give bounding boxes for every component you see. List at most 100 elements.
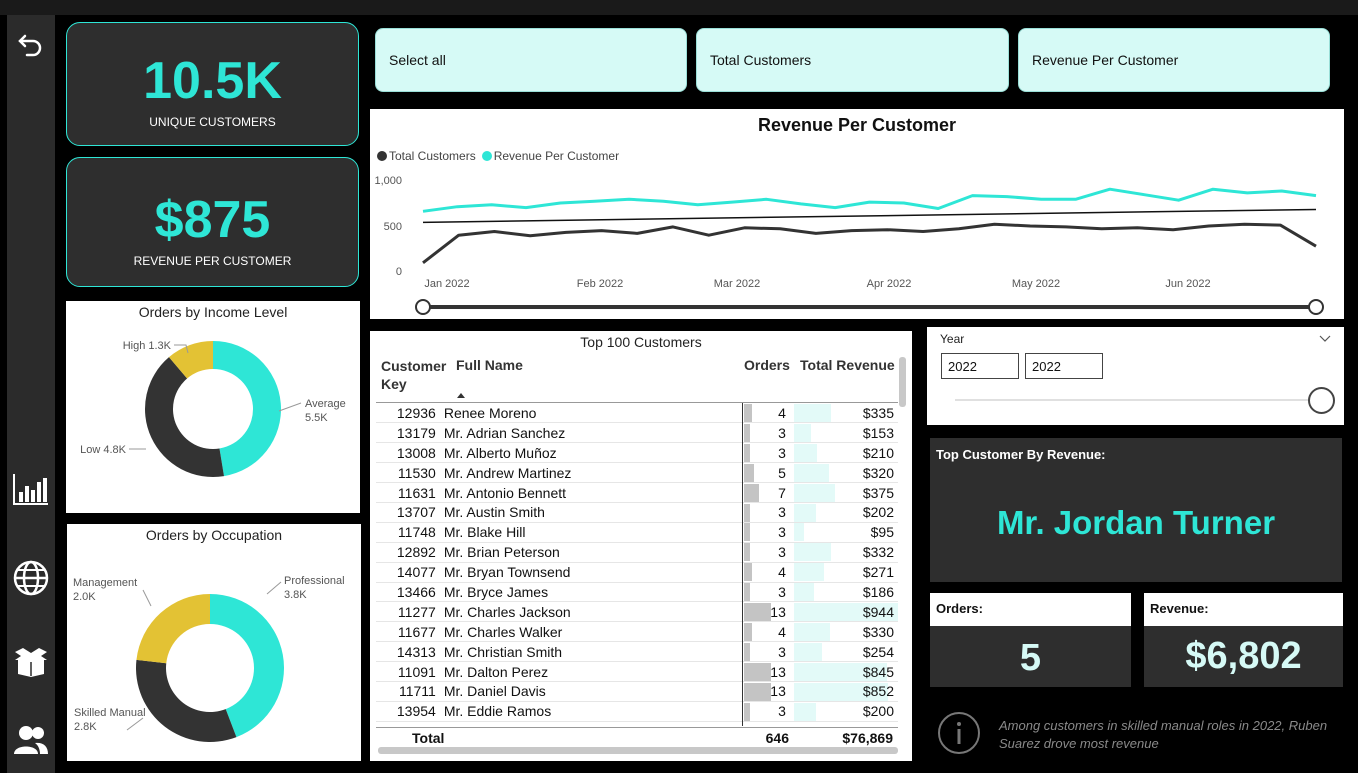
cell-full-name: Renee Moreno: [443, 404, 537, 421]
table-row[interactable]: 11091 Mr. Dalton Perez 13 $845: [376, 662, 898, 682]
total-customers-button[interactable]: Total Customers: [696, 28, 1009, 92]
donut-slice-average[interactable]: [213, 341, 281, 477]
orders-card-label: Orders:: [930, 593, 1131, 626]
table-row[interactable]: 14077 Mr. Bryan Townsend 4 $271: [376, 562, 898, 583]
year-slider-handle[interactable]: [1308, 387, 1335, 414]
total-revenue: $76,869: [842, 730, 893, 746]
top-customer-name: Mr. Jordan Turner: [996, 504, 1276, 541]
cell-customer-key: 14077: [396, 564, 436, 581]
cell-customer-key: 12936: [396, 404, 436, 421]
table-row[interactable]: 11677 Mr. Charles Walker 4 $330: [376, 622, 898, 642]
table-row[interactable]: 11530 Mr. Andrew Martinez 5 $320: [376, 463, 898, 483]
year-to-input[interactable]: 2022: [1025, 353, 1103, 379]
table-horizontal-scrollbar[interactable]: [378, 747, 898, 754]
top-customer-card: Top Customer By Revenue: Mr. Jordan Turn…: [930, 438, 1342, 582]
table-row[interactable]: 11631 Mr. Antonio Bennett 7 $375: [376, 483, 898, 503]
year-from-input[interactable]: 2022: [941, 353, 1019, 379]
year-slider-track[interactable]: [955, 399, 1323, 401]
total-customers-line[interactable]: [422, 222, 1317, 264]
cell-total-revenue: $335: [862, 404, 894, 421]
cell-total-revenue: $271: [862, 564, 894, 581]
cell-full-name: Mr. Charles Walker: [443, 623, 563, 640]
revenue-line-chart: Revenue Per Customer Total Customers Rev…: [370, 109, 1344, 319]
donut-data-label: Skilled Manual: [74, 707, 146, 719]
orders-data-bar: [744, 503, 751, 522]
header-total-revenue[interactable]: Total Revenue: [800, 357, 895, 373]
date-range-slider-end-handle[interactable]: [1308, 299, 1324, 315]
donut-data-label: High 1.3K: [123, 340, 172, 352]
cell-full-name: Mr. Bryan Townsend: [443, 564, 571, 581]
cell-customer-key: 11748: [397, 524, 436, 541]
revenue-per-customer-line[interactable]: [422, 187, 1317, 213]
sort-ascending-icon[interactable]: [457, 393, 465, 398]
donut-slice-management[interactable]: [136, 594, 210, 664]
table-row[interactable]: 13466 Mr. Bryce James 3 $186: [376, 582, 898, 602]
revenue-data-bar: [794, 682, 888, 701]
table-row[interactable]: 13008 Mr. Alberto Muñoz 3 $210: [376, 443, 898, 463]
cell-customer-key: 13008: [396, 444, 436, 461]
table-body[interactable]: 12936 Renee Moreno 4 $335 13179 Mr. Adrian Sa…: [376, 403, 898, 726]
occupation-chart-title: Orders by Occupation: [145, 527, 283, 543]
cell-total-revenue: $95: [870, 524, 894, 541]
cell-full-name: Mr. Brian Peterson: [443, 544, 560, 561]
cell-full-name: Mr. Daniel Davis: [443, 683, 546, 700]
table-row[interactable]: 13707 Mr. Austin Smith 3 $202: [376, 502, 898, 523]
date-range-slider-start-handle[interactable]: [415, 299, 431, 315]
cell-total-revenue: $944: [862, 603, 894, 620]
table-vertical-scrollbar[interactable]: [899, 357, 906, 407]
header-full-name[interactable]: Full Name: [456, 357, 523, 373]
donut-leader-line: [278, 402, 302, 412]
cell-customer-key: 13954: [396, 703, 436, 720]
cell-customer-key: 11091: [397, 663, 436, 680]
select-all-button[interactable]: Select all: [375, 28, 687, 92]
bar-chart-icon[interactable]: [11, 469, 51, 509]
people-icon[interactable]: [11, 720, 51, 760]
revenue-data-bar: [794, 662, 888, 681]
cell-orders: 3: [778, 703, 786, 720]
revenue-data-bar: [794, 543, 831, 562]
orders-data-bar: [744, 563, 753, 582]
cell-full-name: Mr. Andrew Martinez: [443, 464, 572, 481]
header-orders[interactable]: Orders: [744, 357, 790, 373]
revenue-per-customer-button[interactable]: Revenue Per Customer: [1018, 28, 1330, 92]
globe-icon[interactable]: [11, 558, 51, 598]
cell-orders: 4: [778, 404, 786, 421]
cell-customer-key: 13707: [396, 504, 436, 521]
cell-customer-key: 11677: [397, 623, 436, 640]
box-icon[interactable]: [11, 642, 51, 682]
chevron-down-icon[interactable]: [1319, 335, 1331, 343]
table-row[interactable]: 12892 Mr. Brian Peterson 3 $332: [376, 542, 898, 563]
cell-orders: 13: [770, 683, 786, 700]
cell-orders: 3: [778, 524, 786, 541]
cell-total-revenue: $254: [862, 643, 894, 660]
orders-data-bar: [744, 463, 755, 482]
info-icon: [938, 712, 980, 754]
donut-slice-low[interactable]: [145, 357, 225, 477]
table-row[interactable]: 13954 Mr. Eddie Ramos 3 $200: [376, 701, 898, 722]
cell-full-name: Mr. Dalton Perez: [443, 663, 549, 680]
table-row[interactable]: 14313 Mr. Christian Smith 3 $254: [376, 642, 898, 662]
cell-customer-key: 12892: [396, 544, 436, 561]
cell-total-revenue: $332: [862, 544, 894, 561]
table-row[interactable]: 11277 Mr. Charles Jackson 13 $944: [376, 602, 898, 622]
income-chart-title: Orders by Income Level: [138, 304, 288, 320]
x-tick-feb: Feb 2022: [577, 278, 623, 290]
top-bar: [0, 0, 1358, 15]
orders-data-bar: [744, 702, 751, 721]
donut-slice-skilled-manual[interactable]: [136, 659, 237, 742]
orders-data-bar: [744, 543, 751, 562]
cell-full-name: Mr. Eddie Ramos: [443, 703, 552, 720]
cell-orders: 5: [778, 464, 786, 481]
donut-slice-professional[interactable]: [210, 594, 284, 738]
y-tick-1000: 1,000: [374, 175, 402, 187]
trend-line: [422, 208, 1317, 224]
legend-dot-total-customers: [377, 151, 387, 161]
cell-full-name: Mr. Charles Jackson: [443, 603, 571, 620]
table-row[interactable]: 13179 Mr. Adrian Sanchez 3 $153: [376, 423, 898, 443]
donut-slice-high[interactable]: [168, 341, 213, 379]
table-row[interactable]: 11711 Mr. Daniel Davis 13 $852: [376, 681, 898, 702]
table-row[interactable]: 11748 Mr. Blake Hill 3 $95: [376, 522, 898, 543]
header-customer-key[interactable]: Customer Key: [381, 358, 447, 392]
back-arrow-icon[interactable]: [11, 23, 51, 63]
table-row[interactable]: 12936 Renee Moreno 4 $335: [376, 403, 898, 423]
